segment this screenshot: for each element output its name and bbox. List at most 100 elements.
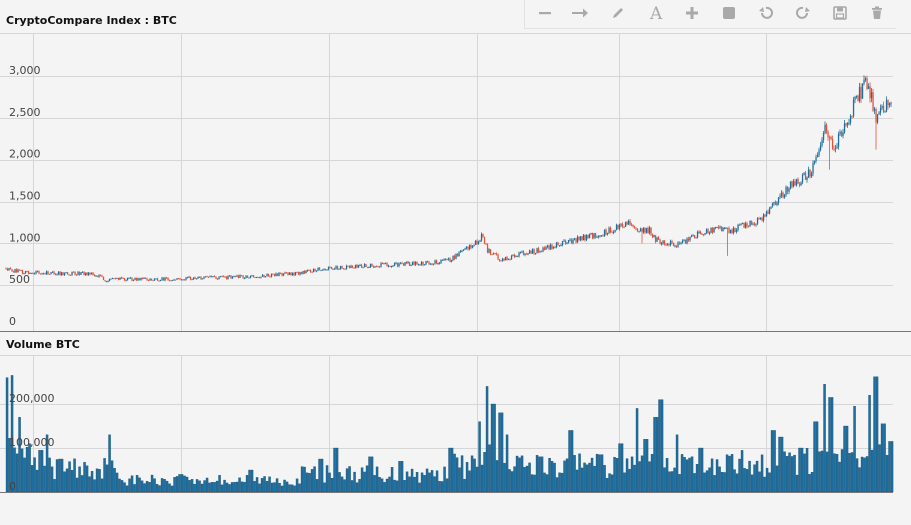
candle-body (36, 271, 39, 273)
candle-body (842, 132, 844, 136)
volume-bar (543, 472, 546, 493)
volume-bar (815, 421, 819, 493)
candle-body (345, 265, 348, 269)
square-icon[interactable] (714, 2, 744, 24)
candle-body (416, 262, 418, 265)
volume-bar (218, 475, 221, 493)
candle-body (698, 231, 700, 233)
volume-bar (473, 458, 476, 493)
candle-body (645, 227, 648, 233)
volume-bar (550, 461, 554, 493)
candle-body (590, 233, 592, 235)
candle-body (519, 252, 522, 254)
volume-bar (248, 469, 251, 493)
volume-bar (760, 454, 764, 493)
candle-body (594, 233, 597, 238)
plus-icon[interactable] (677, 2, 707, 24)
volume-bar (340, 476, 344, 493)
candle-body (690, 235, 693, 237)
volume-bar (650, 454, 654, 493)
trash-icon[interactable] (862, 2, 892, 24)
volume-bar (493, 403, 496, 493)
candle-body (392, 265, 394, 267)
candle-body (14, 269, 16, 273)
candle-body (417, 264, 420, 266)
volume-bar (408, 476, 411, 493)
candle-body (186, 277, 189, 279)
candle-body (167, 277, 169, 281)
volume-bar (25, 447, 29, 493)
pencil-icon[interactable] (603, 2, 633, 24)
candle-body (20, 270, 22, 272)
candle-body (494, 253, 496, 255)
candle-body (786, 186, 789, 192)
volume-bar (480, 464, 484, 493)
candle-body (378, 266, 381, 268)
candle-body (636, 229, 639, 232)
candle-body (372, 266, 375, 268)
undo-icon[interactable] (751, 2, 781, 24)
candle-body (24, 270, 27, 274)
candle-body (336, 266, 339, 270)
arrow-right-icon[interactable] (565, 2, 595, 24)
volume-bar (848, 452, 851, 493)
candle-body (291, 272, 294, 275)
candle-body (747, 226, 750, 228)
candle-body (30, 272, 33, 274)
candle-body (381, 263, 384, 265)
volume-bar (695, 463, 699, 493)
volume-bar (78, 466, 81, 493)
candle-body (582, 234, 585, 241)
candle-body (158, 280, 160, 282)
candle-body (128, 277, 130, 279)
redo-icon[interactable] (788, 2, 818, 24)
volume-bar (645, 439, 649, 493)
candle-body (75, 274, 78, 276)
volume-bar (668, 471, 671, 493)
candle-body (71, 271, 73, 276)
candle-body (438, 262, 441, 264)
candle-body (89, 272, 91, 275)
candle-body (450, 260, 453, 262)
candle-body (497, 254, 499, 260)
candle-body (410, 265, 412, 267)
volume-bar (495, 460, 499, 493)
candle-body (461, 250, 463, 252)
volume-bar (778, 436, 781, 493)
volume-bar (398, 461, 401, 493)
candle-body (401, 262, 403, 264)
horizontal-line-icon[interactable] (530, 2, 560, 24)
volume-bar (38, 450, 41, 493)
volume-bar (640, 455, 644, 493)
candle-body (584, 234, 586, 241)
candle-body (774, 201, 777, 205)
candle-body (441, 259, 444, 261)
volume-bar (195, 479, 199, 493)
candle-body (129, 277, 132, 279)
volume-bar (565, 458, 569, 493)
candle-body (347, 265, 349, 267)
volume-bar (410, 468, 414, 493)
volume-bar (328, 472, 331, 493)
volume-bar (713, 475, 716, 493)
candle-body (884, 111, 886, 113)
text-icon[interactable]: A (641, 2, 671, 24)
candle-body (348, 265, 351, 268)
candle-body (140, 277, 142, 281)
candle-body (834, 148, 837, 150)
candle-body (422, 262, 424, 266)
candle-body (545, 247, 547, 250)
candle-body (132, 279, 135, 281)
candle-body (278, 272, 280, 276)
volume-bar (860, 456, 864, 493)
candle-body (339, 266, 342, 269)
candle-body (827, 131, 829, 138)
candle-body (578, 236, 580, 240)
candle-body (63, 272, 66, 276)
candle-body (612, 232, 615, 234)
volume-bar (678, 474, 681, 493)
volume-bar (185, 476, 189, 493)
volume-bar (838, 461, 841, 493)
save-icon[interactable] (825, 2, 855, 24)
volume-bar (440, 481, 444, 493)
